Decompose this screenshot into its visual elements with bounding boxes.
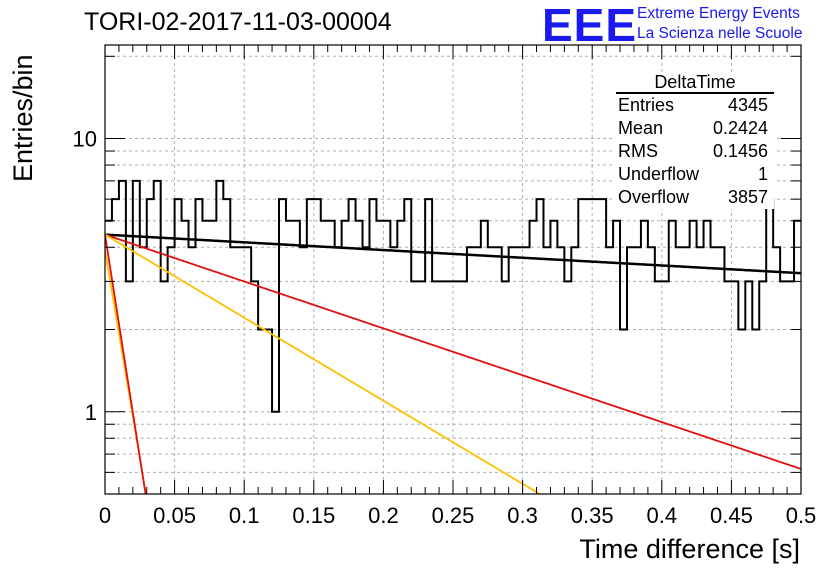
stats-label: RMS [618,141,658,161]
tick-labels: 0 0.05 0.1 0.15 0.2 0.25 0.3 0.35 0.4 0.45 0.5 1 10 [73,127,817,528]
stats-value: 0.2424 [712,118,768,138]
x-tick-label: 0.5 [786,503,817,528]
stats-box: DeltaTime Entries 4345 Mean 0.2424 RMS 0.14… [612,72,774,209]
y-axis-label: Entries/bin [8,54,38,182]
stats-label: Mean [618,118,664,138]
fit-curves [105,233,801,494]
fit-curve [105,233,801,275]
stats-value: 1 [757,164,768,184]
histogram-line [105,179,801,413]
x-tick-label: 0.25 [432,503,475,528]
stats-value: 4345 [727,95,768,115]
x-tick-label: 0.2 [368,503,399,528]
logo-caption-line2: La Scienza nelle Scuole [637,25,803,42]
x-tick-label: 0 [99,503,111,528]
x-tick-label: 0.05 [153,503,196,528]
plot-title: TORI-02-2017-11-03-00004 [84,8,392,36]
stats-value: 0.1456 [712,141,768,161]
fit-curve [105,234,147,494]
x-tick-label: 0.1 [229,503,260,528]
stats-label: Overflow [618,187,690,207]
stats-row: RMS 0.1456 [612,140,774,163]
stats-label: Underflow [618,164,700,184]
stats-value: 3857 [727,187,768,207]
stats-label: Entries [618,95,675,115]
x-axis-label: Time difference [s] [579,534,800,564]
eee-logo: EEE [542,0,638,51]
histogram-series [105,179,801,413]
x-tick-label: 0.35 [571,503,614,528]
x-tick-label: 0.15 [292,503,335,528]
x-tick-label: 0.45 [710,503,753,528]
x-tick-label: 0.4 [647,503,678,528]
stats-row: Mean 0.2424 [612,117,774,140]
y-tick-label: 10 [73,127,97,152]
y-tick-label: 1 [85,400,97,425]
stats-row: Underflow 1 [612,163,774,186]
stats-row: Overflow 3857 [612,186,774,209]
fit-curve [105,233,801,470]
x-tick-label: 0.3 [507,503,538,528]
stats-title: DeltaTime [616,72,774,94]
stats-row: Entries 4345 [612,94,774,117]
logo-caption-line1: Extreme Energy Events [637,5,800,22]
fit-curve [105,233,542,494]
axis-ticks [104,45,802,495]
logo-caption: Extreme Energy Events La Scienza nelle S… [637,4,802,44]
